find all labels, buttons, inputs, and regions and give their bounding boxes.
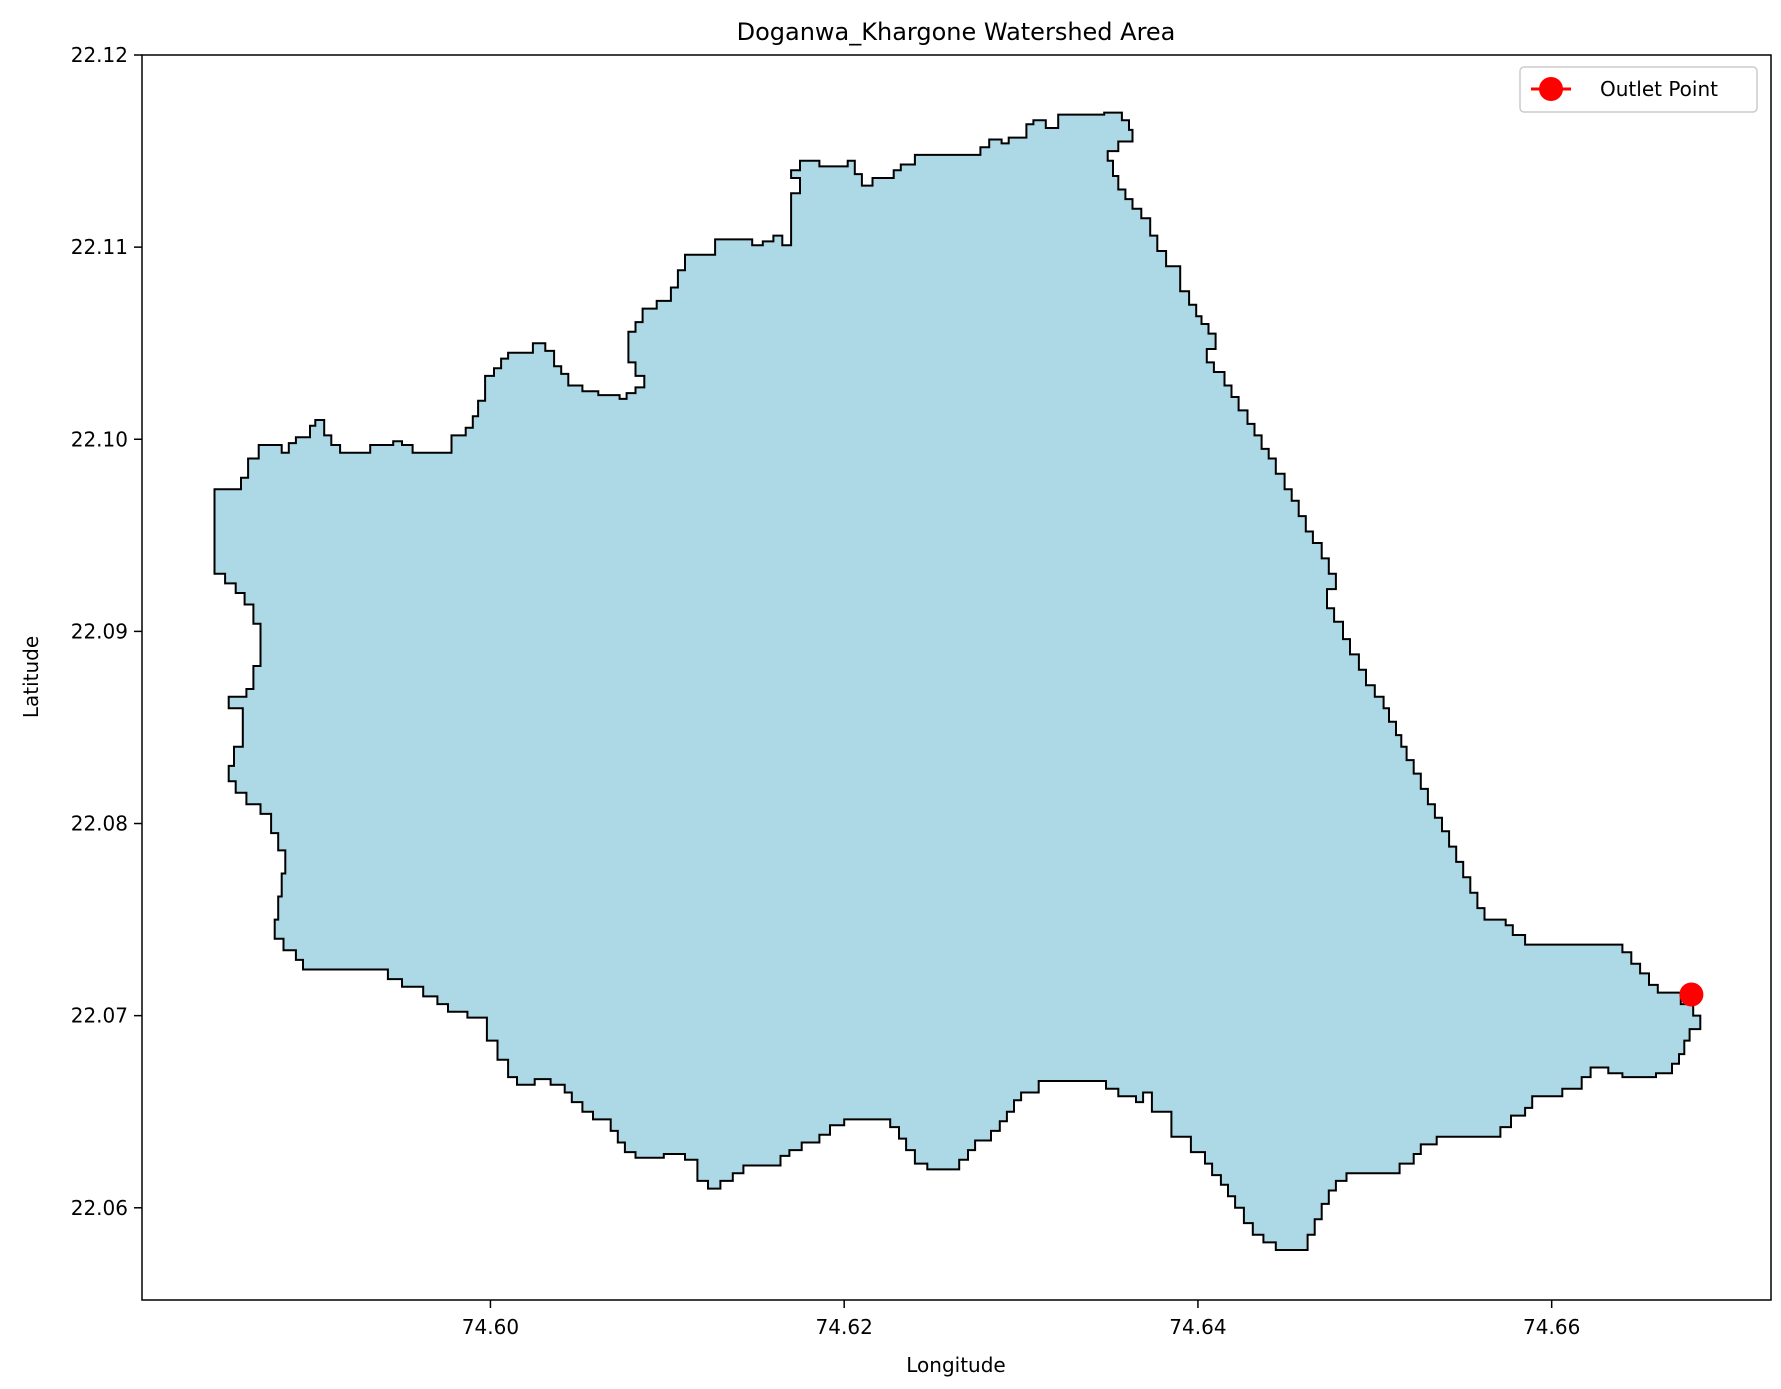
x-tick-label: 74.66 [1523,1315,1580,1339]
y-tick-label: 22.10 [71,427,128,451]
legend: Outlet Point [1519,66,1758,113]
chart-title: Doganwa_Khargone Watershed Area [737,18,1176,46]
y-axis-label: Latitude [19,636,43,718]
y-tick-label: 22.12 [71,43,128,67]
x-tick-label: 74.64 [1169,1315,1226,1339]
legend-label-outlet-point: Outlet Point [1600,77,1718,101]
y-tick-label: 22.08 [71,812,128,836]
x-tick-label: 74.60 [462,1315,519,1339]
x-axis-label: Longitude [906,1353,1005,1377]
x-axis-ticks: 74.60 74.62 74.64 74.66 [462,1300,1580,1339]
outlet-point-marker [1679,982,1704,1007]
y-axis-ticks: 22.06 22.07 22.08 22.09 22.10 22.11 22.12 [71,43,142,1220]
y-tick-label: 22.06 [71,1196,128,1220]
legend-marker-swatch [1539,77,1563,101]
x-tick-label: 74.62 [816,1315,873,1339]
legend-frame [1519,66,1758,113]
plot-area-frame [141,54,1772,1301]
y-tick-label: 22.09 [71,619,128,643]
watershed-polygon [213,111,1702,1251]
y-tick-label: 22.11 [71,235,128,259]
y-tick-label: 22.07 [71,1004,128,1028]
